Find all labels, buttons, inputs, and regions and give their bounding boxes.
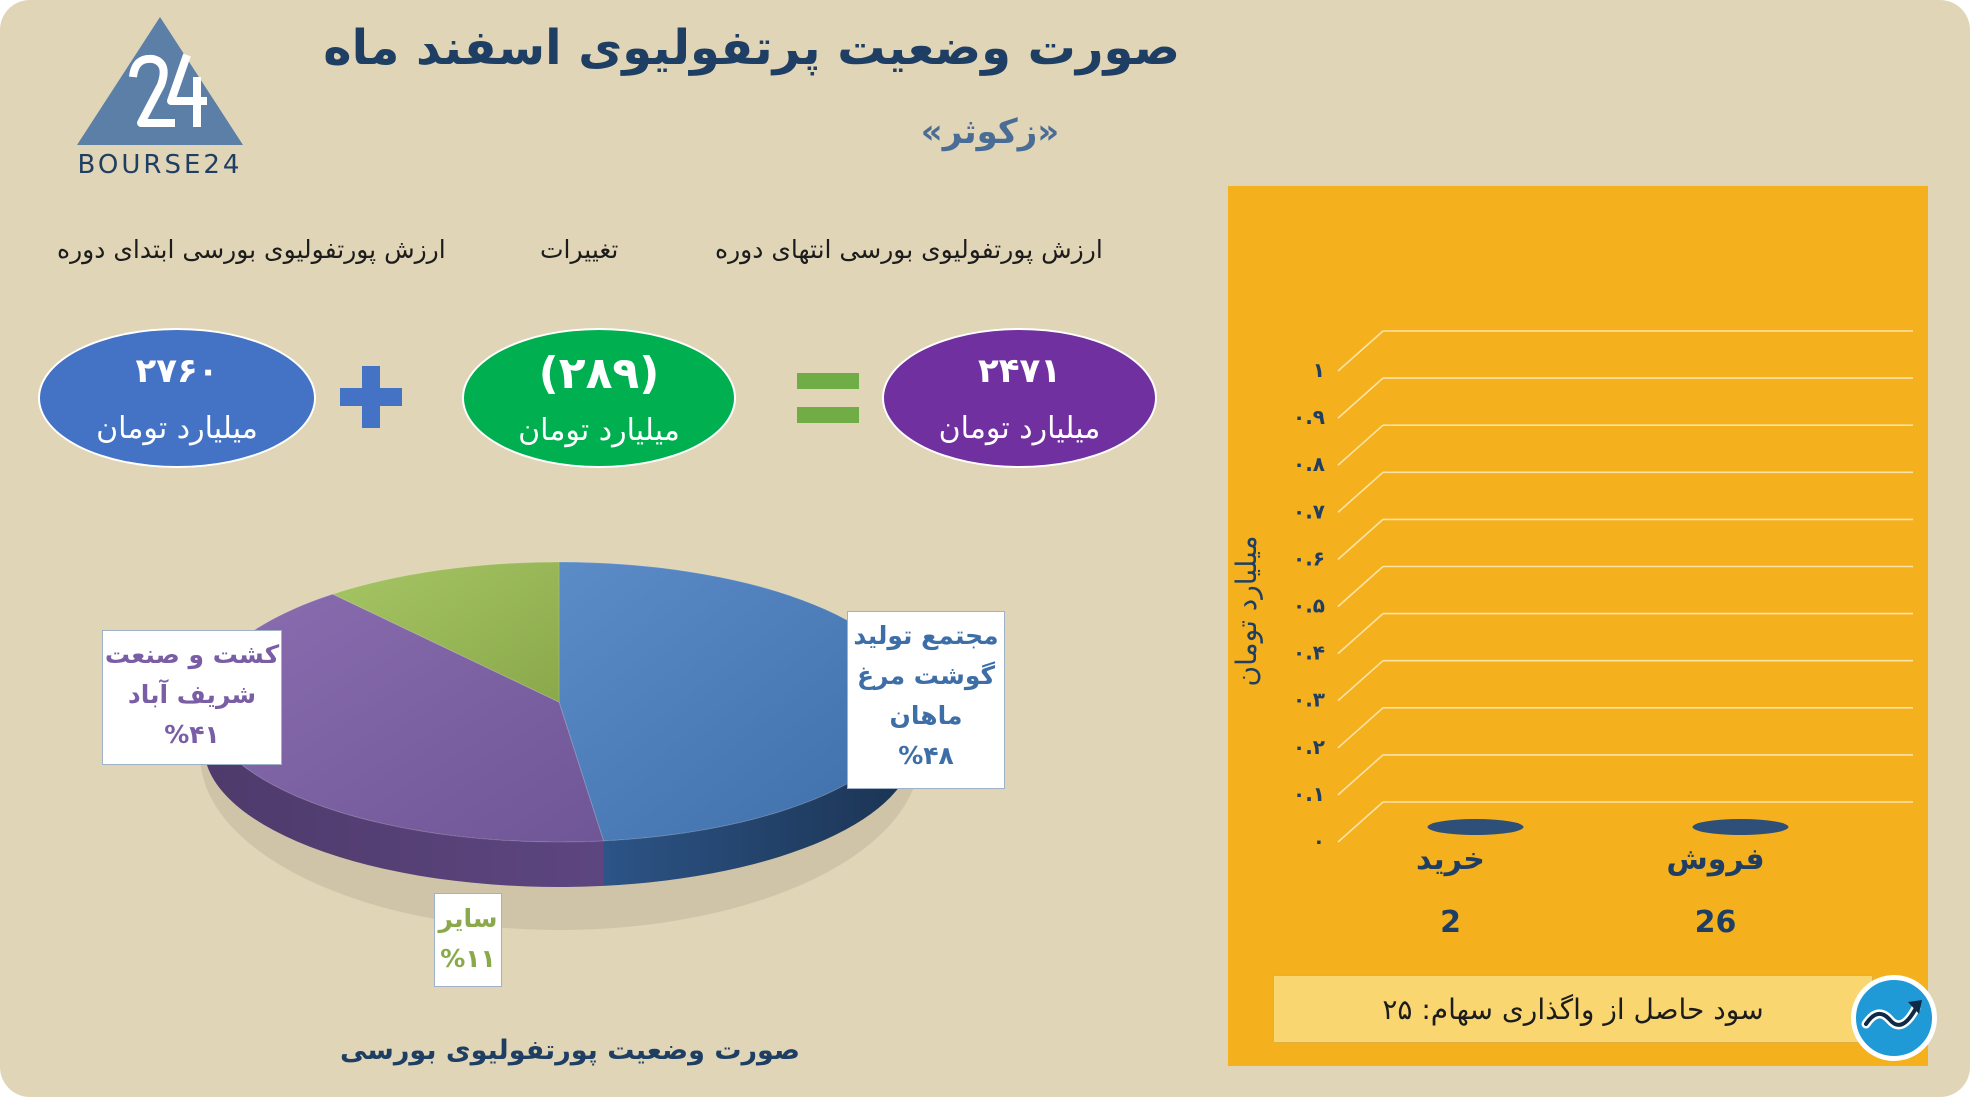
y-tick-label: ۰.۶ — [1293, 546, 1325, 570]
bar-buy — [1427, 819, 1524, 835]
start-value-ellipse: ۲۷۶۰ میلیارد تومان — [38, 328, 316, 468]
grid-depth-line — [1337, 613, 1384, 655]
plus-icon — [340, 366, 402, 428]
bourse24-logo — [77, 17, 243, 145]
grid-depth-line — [1337, 377, 1384, 419]
change-value-unit: میلیارد تومان — [518, 413, 680, 448]
y-tick-label: ۰.۱ — [1293, 782, 1325, 806]
end-value-label: ارزش پورتفولیوی بورسی انتهای دوره — [715, 235, 1103, 264]
bar-data-label: 2 — [1440, 905, 1461, 940]
x-category-label: خرید — [1416, 842, 1485, 877]
y-tick-label: ۰.۳ — [1293, 688, 1325, 712]
y-tick-label: ۰.۹ — [1293, 405, 1325, 429]
bar-sell — [1692, 819, 1789, 835]
profit-text: سود حاصل از واگذاری سهام: ۲۵ — [1382, 992, 1764, 1026]
y-axis-title: میلیارد تومان — [1230, 536, 1263, 687]
grid-depth-line — [1337, 754, 1384, 796]
pie-label-sharif-pct: %۴۱ — [164, 720, 220, 749]
end-value-ellipse: ۲۴۷۱ میلیارد تومان — [882, 328, 1157, 468]
grid-depth-line — [1337, 424, 1384, 466]
y-tick-label: ۱ — [1313, 358, 1325, 382]
change-value: (۲۸۹) — [538, 348, 660, 399]
start-value-label: ارزش پورتفولیوی بورسی ابتدای دوره — [57, 235, 446, 264]
pie-chart — [200, 561, 920, 930]
end-value-unit: میلیارد تومان — [938, 410, 1101, 446]
pie-label-mahan-line2: گوشت مرغ — [856, 661, 996, 690]
bar-chart: ۰ ۰.۱ ۰.۲ ۰.۳ ۰.۴ ۰.۵ ۰.۶ ۰.۷ ۰.۸ ۰.۹ ۱ میلیارد توم… — [1230, 330, 1913, 940]
change-value-ellipse: (۲۸۹) میلیارد تومان — [462, 328, 736, 468]
y-tick-label: ۰.۸ — [1293, 452, 1325, 476]
pie-caption: صورت وضعیت پورتفولیوی بورسی — [339, 1035, 801, 1066]
y-tick-label: ۰.۷ — [1293, 499, 1325, 523]
pie-label-sharif-line2: شریف آباد — [127, 680, 257, 709]
page-title: صورت وضعیت پرتفولیوی اسفند ماه — [323, 20, 1180, 76]
pie-slice-sharif-side — [204, 702, 604, 887]
pie-slice-mahan-side — [603, 702, 914, 886]
y-tick-label: ۰.۲ — [1293, 735, 1325, 759]
bar-data-label: 26 — [1695, 905, 1737, 940]
start-value: ۲۷۶۰ — [135, 350, 219, 391]
y-tick-label: ۰.۵ — [1293, 594, 1325, 618]
grid-depth-line — [1337, 330, 1384, 372]
trend-badge — [1851, 975, 1937, 1061]
pie-slice-other — [331, 561, 560, 703]
logo-text: BOURSE24 — [77, 150, 243, 180]
start-value-unit: میلیارد تومان — [96, 410, 258, 446]
pie-label-mahan: مجتمع تولید گوشت مرغ ماهان %۴۸ — [847, 611, 1005, 789]
pie-label-mahan-line1: مجتمع تولید — [853, 621, 999, 650]
profit-box: سود حاصل از واگذاری سهام: ۲۵ — [1273, 975, 1873, 1043]
pie-label-other-line1: سایر — [438, 904, 498, 933]
equals-icon — [797, 373, 859, 423]
pie-label-mahan-pct: %۴۸ — [898, 741, 954, 770]
change-label: تغییرات — [540, 235, 619, 264]
pie-label-other: سایر %۱۱ — [434, 893, 502, 987]
pie-label-mahan-line3: ماهان — [889, 701, 963, 730]
x-category-label: فروش — [1666, 842, 1764, 877]
grid-depth-line — [1337, 707, 1384, 749]
grid-depth-line — [1337, 565, 1384, 608]
pie-label-sharif: کشت و صنعت شریف آباد %۴۱ — [102, 630, 282, 765]
y-tick-label: ۰.۴ — [1293, 641, 1325, 665]
pie-label-other-pct: %۱۱ — [440, 944, 496, 973]
pie-label-sharif-line1: کشت و صنعت — [104, 640, 280, 669]
page-subtitle: «زکوثر» — [920, 112, 1060, 152]
grid-depth-line — [1337, 471, 1384, 513]
grid-depth-line — [1337, 660, 1384, 702]
grid-depth-line — [1337, 518, 1384, 560]
grid-depth-line — [1337, 801, 1384, 843]
y-tick-label: ۰ — [1313, 829, 1325, 853]
trend-arrow-icon — [1861, 1000, 1922, 1030]
bar-chart-panel — [1228, 186, 1928, 1066]
end-value: ۲۴۷۱ — [978, 350, 1062, 391]
